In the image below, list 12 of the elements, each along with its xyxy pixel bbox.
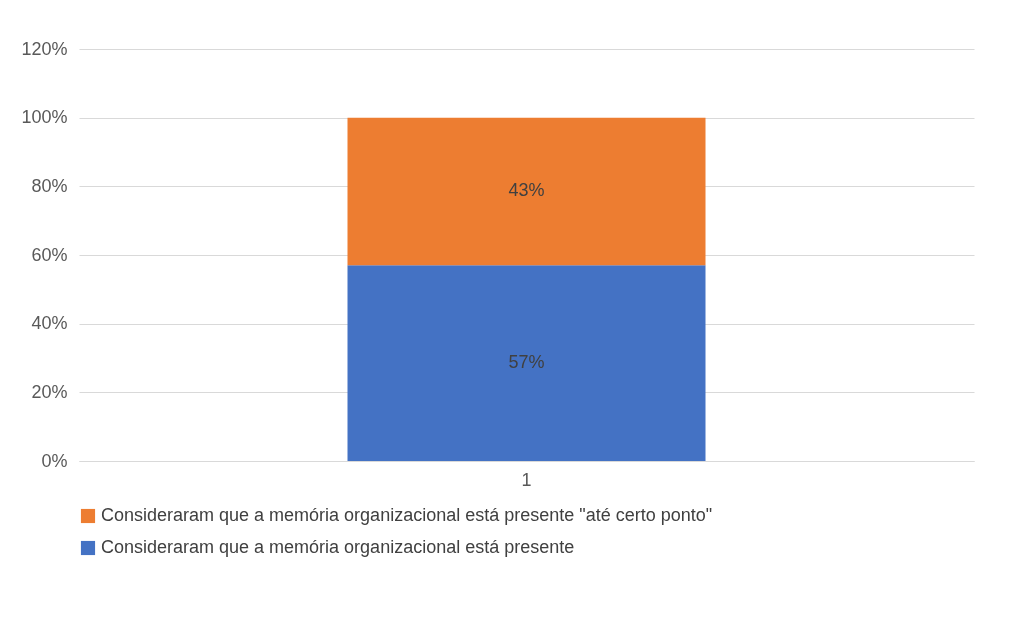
- data-label: 43%: [508, 180, 545, 201]
- y-tick-label: 100%: [21, 107, 68, 128]
- y-tick-label: 20%: [31, 381, 68, 402]
- y-tick-label: 120%: [21, 38, 68, 59]
- legend-label: Consideraram que a memória organizacional está presente "até certo ponto": [101, 505, 713, 525]
- y-tick-label: 40%: [31, 313, 68, 334]
- y-tick-label: 80%: [31, 175, 68, 196]
- y-tick-label: 0%: [41, 450, 68, 471]
- data-label: 57%: [508, 352, 545, 373]
- x-tick-label: 1: [521, 469, 532, 490]
- legend-label: Consideraram que a memória organizacional está presente: [101, 537, 575, 557]
- y-tick-label: 60%: [31, 244, 68, 265]
